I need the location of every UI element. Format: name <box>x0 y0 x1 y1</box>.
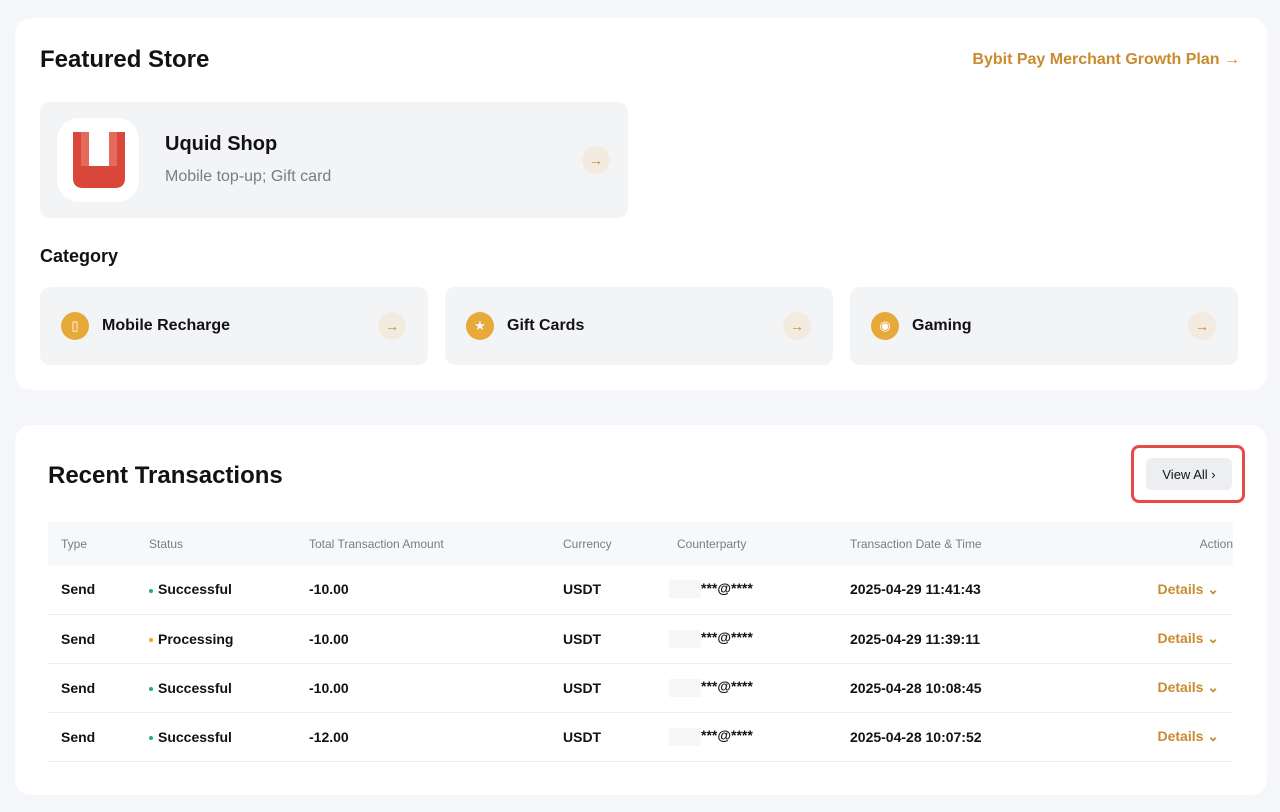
datetime-cell: 2025-04-29 11:41:43 <box>837 565 1087 615</box>
gamepad-icon: ◉ <box>871 312 899 340</box>
category-label: Mobile Recharge <box>102 317 231 334</box>
transactions-table: Type Status Total Transaction Amount Cur… <box>48 522 1233 762</box>
view-all-button[interactable]: View All › <box>1146 458 1232 490</box>
column-header: Status <box>136 522 296 565</box>
category-label: Gaming <box>912 317 972 334</box>
featured-store-card: Featured Store Bybit Pay Merchant Growth… <box>15 18 1267 390</box>
currency-cell: USDT <box>550 663 664 713</box>
phone-icon: ▯ <box>61 312 89 340</box>
arrow-right-icon[interactable]: → <box>582 146 610 174</box>
details-button[interactable]: Details ⌄ <box>1087 614 1233 664</box>
counterparty-text: ***@**** <box>701 727 753 744</box>
store-name: Uquid Shop <box>165 133 278 155</box>
column-header: Action <box>1087 522 1233 565</box>
currency-cell: USDT <box>550 614 664 664</box>
amount-cell: -12.00 <box>296 712 550 762</box>
redacted-mask <box>669 727 701 746</box>
status-cell: Successful <box>136 663 296 713</box>
status-text: Successful <box>158 581 232 598</box>
status-cell: Successful <box>136 712 296 762</box>
table-row: Send Successful -10.00 USDT ***@**** 202… <box>48 663 1233 713</box>
uquid-logo <box>57 118 139 202</box>
arrow-right-icon[interactable]: → <box>783 312 811 340</box>
column-header: Transaction Date & Time <box>837 522 1087 565</box>
status-dot <box>149 686 153 691</box>
store-card-uquid[interactable]: Uquid Shop Mobile top-up; Gift card → <box>40 102 628 218</box>
datetime-cell: 2025-04-28 10:08:45 <box>837 663 1087 713</box>
currency-cell: USDT <box>550 565 664 615</box>
recent-transactions-title: Recent Transactions <box>48 462 283 489</box>
redacted-mask <box>669 580 701 599</box>
column-header: Counterparty <box>664 522 837 565</box>
type-cell: Send <box>48 663 136 713</box>
column-header: Type <box>48 522 136 565</box>
type-cell: Send <box>48 712 136 762</box>
amount-cell: -10.00 <box>296 565 550 615</box>
column-header: Total Transaction Amount <box>296 522 550 565</box>
status-dot <box>149 637 153 642</box>
category-gift-cards[interactable]: ★ Gift Cards → <box>445 287 833 365</box>
merchant-growth-plan-link[interactable]: Bybit Pay Merchant Growth Plan → <box>972 51 1240 68</box>
category-gaming[interactable]: ◉ Gaming → <box>850 287 1238 365</box>
column-header: Currency <box>550 522 664 565</box>
datetime-cell: 2025-04-29 11:39:11 <box>837 614 1087 664</box>
status-text: Successful <box>158 679 232 696</box>
status-cell: Processing <box>136 614 296 664</box>
counterparty-cell: ***@**** <box>664 565 837 615</box>
counterparty-cell: ***@**** <box>664 712 837 762</box>
featured-store-title: Featured Store <box>40 46 210 73</box>
redacted-mask <box>669 678 701 697</box>
details-button[interactable]: Details ⌄ <box>1087 712 1233 762</box>
status-dot <box>149 588 153 593</box>
category-title: Category <box>40 246 119 266</box>
table-row: Send Processing -10.00 USDT ***@**** 202… <box>48 614 1233 664</box>
counterparty-cell: ***@**** <box>664 614 837 664</box>
gift-icon: ★ <box>466 312 494 340</box>
amount-cell: -10.00 <box>296 614 550 664</box>
type-cell: Send <box>48 565 136 615</box>
status-cell: Successful <box>136 565 296 615</box>
table-row: Send Successful -10.00 USDT ***@**** 202… <box>48 565 1233 615</box>
category-label: Gift Cards <box>507 317 585 334</box>
arrow-right-icon[interactable]: → <box>378 312 406 340</box>
recent-transactions-card: Recent Transactions View All › Type Stat… <box>15 425 1267 795</box>
details-button[interactable]: Details ⌄ <box>1087 663 1233 713</box>
currency-cell: USDT <box>550 712 664 762</box>
view-all-highlight: View All › <box>1131 445 1245 503</box>
category-mobile-recharge[interactable]: ▯ Mobile Recharge → <box>40 287 428 365</box>
datetime-cell: 2025-04-28 10:07:52 <box>837 712 1087 762</box>
store-description: Mobile top-up; Gift card <box>165 168 332 185</box>
counterparty-cell: ***@**** <box>664 663 837 713</box>
counterparty-text: ***@**** <box>701 678 753 695</box>
details-button[interactable]: Details ⌄ <box>1087 565 1233 615</box>
table-row: Send Successful -12.00 USDT ***@**** 202… <box>48 712 1233 762</box>
amount-cell: -10.00 <box>296 663 550 713</box>
redacted-mask <box>669 629 701 648</box>
counterparty-text: ***@**** <box>701 629 753 646</box>
status-text: Successful <box>158 728 232 745</box>
status-dot <box>149 735 153 740</box>
arrow-right-icon[interactable]: → <box>1188 312 1216 340</box>
status-text: Processing <box>158 630 234 647</box>
counterparty-text: ***@**** <box>701 580 753 597</box>
type-cell: Send <box>48 614 136 664</box>
